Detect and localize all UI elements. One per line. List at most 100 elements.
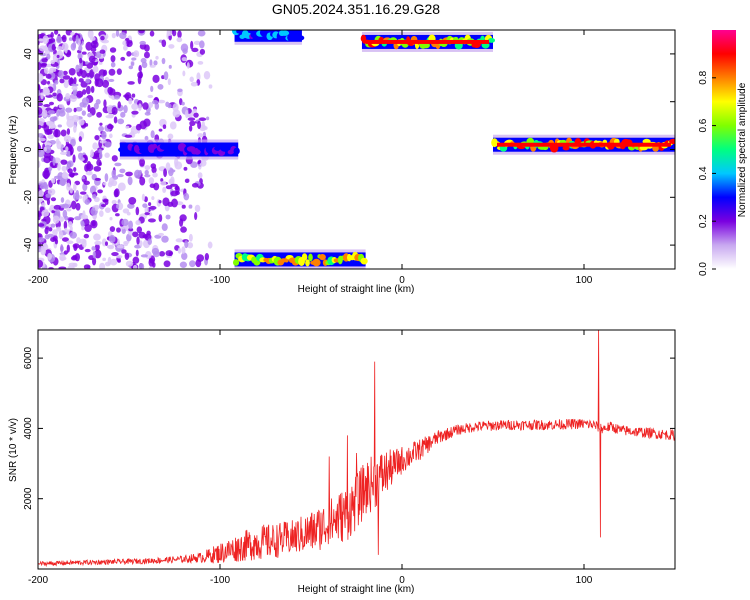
spectrogram-noise-cell: [57, 162, 61, 171]
spectrogram-noise-cell: [119, 168, 126, 174]
spectrogram-noise-cell: [116, 255, 123, 259]
spectrogram-noise-cell: [73, 124, 77, 133]
spectrogram-noise-cell: [99, 49, 106, 54]
spectrogram-noise-cell: [47, 252, 52, 261]
spectrogram-noise-cell: [144, 174, 151, 178]
spectrogram-noise-cell: [147, 218, 156, 223]
spectrogram-noise-cell: [38, 133, 44, 138]
spectrogram-noise-cell: [99, 262, 106, 269]
spectrogram-noise-cell: [109, 226, 116, 232]
spectrogram-noise-cell: [189, 260, 196, 268]
spectrogram-noise-cell: [194, 212, 198, 221]
spectrogram-noise-cell: [186, 62, 190, 69]
spectrogram-noise-cell: [38, 182, 47, 186]
spectrogram-noise-cell: [90, 47, 97, 53]
spectrogram-noise-cell: [47, 188, 56, 196]
spectrogram-noise-cell: [94, 243, 100, 251]
spectrogram-band-cell: [639, 145, 648, 151]
spectrogram-noise-cell: [85, 85, 91, 95]
spectrogram-noise-cell: [109, 217, 113, 221]
spectrogram-noise-cell: [163, 71, 169, 81]
spectrogram-noise-cell: [98, 152, 103, 160]
spectrogram-noise-cell: [78, 152, 84, 160]
spectrogram-noise-cell: [63, 79, 69, 89]
spectrogram-noise-cell: [72, 91, 77, 96]
spectrogram-noise-cell: [151, 247, 160, 255]
spectrogram-noise-cell: [54, 209, 61, 217]
spectrogram-noise-cell: [148, 258, 155, 267]
spectrogram-noise-cell: [142, 102, 149, 110]
spectrogram-noise-cell: [110, 61, 116, 68]
spectrogram-noise-cell: [89, 36, 96, 41]
spectrogram-noise-cell: [111, 106, 118, 115]
spectrogram-noise-cell: [68, 221, 73, 228]
spectrogram-noise-cell: [135, 249, 139, 257]
spectrogram-noise-cell: [38, 73, 44, 82]
spectrogram-noise-cell: [102, 257, 107, 262]
spectrogram-noise-cell: [128, 65, 134, 70]
spectrogram-noise-cell: [179, 261, 188, 268]
spectrogram-noise-cell: [111, 199, 117, 205]
spectrogram-noise-cell: [38, 223, 45, 227]
spectrogram-noise-cell: [115, 30, 120, 37]
spectrogram-noise-cell: [64, 44, 68, 54]
spectrogram-noise-cell: [143, 118, 151, 127]
spectrogram-noise-cell: [194, 204, 201, 213]
spectrogram-noise-cell: [94, 249, 102, 259]
snr-x-tick-label: -200: [28, 575, 48, 586]
spectrogram-noise-cell: [177, 247, 182, 254]
spectrogram-noise-cell: [66, 240, 74, 245]
spectrogram-noise-cell: [83, 180, 90, 186]
spectrogram-noise-cell: [183, 192, 190, 201]
spectrogram-noise-cell: [56, 226, 62, 232]
spectrogram-noise-cell: [183, 166, 188, 171]
spectrogram-noise-cell: [75, 190, 80, 198]
colorbar-tick-label: 0.6: [698, 118, 709, 132]
spectrogram-y-label: Frequency (Hz): [8, 116, 19, 185]
spectrogram-noise-cell: [61, 237, 69, 242]
spectrogram-noise-cell: [148, 177, 155, 185]
spectrogram-noise-cell: [69, 187, 73, 194]
spectrogram-noise-cell: [49, 38, 56, 43]
spectrogram-noise-cell: [175, 238, 183, 243]
snr-series: [38, 330, 675, 568]
spectrogram-noise-cell: [142, 203, 148, 208]
spectrogram-noise-cell: [177, 30, 182, 39]
spectrogram-noise-cell: [182, 48, 188, 55]
spectrogram-noise-cell: [108, 177, 115, 186]
spectrogram-noise-cell: [40, 92, 44, 100]
spectrogram-noise-cell: [62, 75, 71, 80]
spectrogram-noise-cell: [167, 78, 171, 86]
spectrogram-noise-cell: [56, 110, 60, 117]
spectrogram-noise-cell: [115, 203, 120, 209]
spectrogram-noise-cell: [117, 101, 121, 109]
spectrogram-noise-cell: [70, 31, 75, 36]
spectrogram-noise-cell: [61, 165, 67, 172]
spectrogram-y-tick-label: 20: [23, 96, 34, 108]
spectrogram-noise-cell: [190, 161, 198, 168]
spectrogram-noise-cell: [52, 68, 57, 72]
spectrogram-noise-cell: [76, 145, 83, 152]
spectrogram-noise-cell: [99, 210, 104, 217]
spectrogram-noise-cell: [78, 45, 83, 52]
spectrogram-x-tick-label: -200: [28, 275, 48, 286]
spectrogram-noise-cell: [131, 110, 139, 115]
spectrogram-noise-cell: [161, 235, 169, 243]
spectrogram-noise-cell: [161, 39, 167, 48]
spectrogram-noise-cell: [38, 259, 44, 268]
spectrogram-noise-cell: [104, 141, 112, 148]
spectrogram-noise-cell: [168, 44, 175, 49]
spectrogram-noise-cell: [53, 204, 61, 210]
spectrogram-noise-cell: [68, 68, 76, 76]
spectrogram-noise-cell: [90, 149, 94, 158]
spectrogram-noise-cell: [111, 32, 116, 39]
spectrogram-noise-cell: [66, 182, 71, 191]
spectrogram-noise-cell: [76, 90, 84, 98]
spectrogram-noise-cell: [83, 233, 90, 239]
spectrogram-noise-cell: [117, 259, 121, 263]
spectrogram-noise-cell: [196, 254, 205, 262]
spectrogram-noise-cell: [199, 40, 205, 49]
spectrogram-noise-cell: [38, 62, 42, 71]
snr-y-label: SNR (10 * v/v): [8, 418, 19, 482]
